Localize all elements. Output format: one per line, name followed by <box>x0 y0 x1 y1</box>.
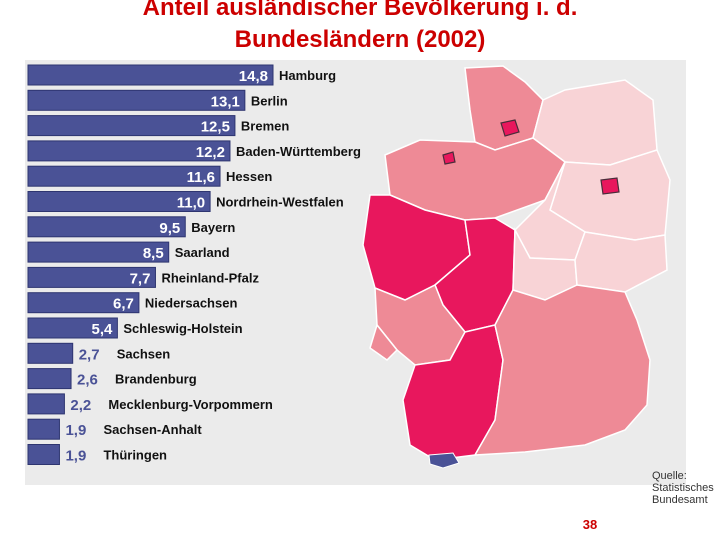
figure-panel: 14,8 Hamburg 13,1 Berlin 12,5 Bremen 12,2 Baden… <box>25 60 714 506</box>
category-label-11: Sachsen <box>117 346 171 361</box>
value-label-3: 12,2 <box>196 144 225 161</box>
value-label-11: 2,7 <box>79 346 100 363</box>
map-berlin <box>600 177 620 195</box>
category-label-10: Schleswig-Holstein <box>123 321 242 336</box>
bar-12 <box>27 368 72 390</box>
category-label-2: Bremen <box>241 119 289 134</box>
bar-5 <box>27 191 211 212</box>
value-label-13: 2,2 <box>70 397 91 414</box>
bar-11 <box>27 342 74 364</box>
category-label-9: Niedersachsen <box>145 296 238 311</box>
bar-chart-and-map: 14,8 Hamburg 13,1 Berlin 12,5 Bremen 12,2 Baden… <box>27 64 671 469</box>
category-label-13: Mecklenburg-Vorpommern <box>108 397 273 412</box>
value-label-8: 7,7 <box>130 270 151 287</box>
map-schleswig-holstein <box>464 65 544 151</box>
bar-3 <box>27 140 231 162</box>
source-line-1: Quelle: <box>652 470 687 482</box>
map-sachsen <box>574 231 668 293</box>
value-label-10: 5,4 <box>92 321 114 338</box>
bar-1 <box>27 89 246 111</box>
bar-0 <box>27 64 274 86</box>
value-label-6: 9,5 <box>159 220 180 237</box>
value-label-5: 11,0 <box>177 195 205 212</box>
source-note: Quelle: Statistisches Bundesamt <box>652 470 720 506</box>
bar-9 <box>27 292 140 314</box>
bar-6 <box>27 216 186 238</box>
bar-8 <box>27 266 156 288</box>
value-label-1: 13,1 <box>211 93 240 110</box>
germany-map <box>362 65 671 469</box>
value-label-14: 1,9 <box>65 422 86 439</box>
source-line-3: Bundesamt <box>652 494 708 506</box>
category-label-5: Nordrhein-Westfalen <box>216 195 344 210</box>
value-label-4: 11,6 <box>187 169 215 186</box>
map-saarland <box>369 323 399 361</box>
map-bodensee <box>428 452 460 469</box>
value-label-12: 2,6 <box>77 372 98 389</box>
value-label-7: 8,5 <box>143 245 164 262</box>
bar-2 <box>27 115 236 137</box>
map-bremen <box>442 151 456 165</box>
category-label-8: Rheinland-Pfalz <box>161 270 259 285</box>
value-label-2: 12,5 <box>201 119 230 136</box>
bar-4 <box>27 165 221 187</box>
title-line-1: Anteil ausländischer Bevölkerung i. d. <box>142 0 578 21</box>
category-label-3: Baden-Württemberg <box>236 144 361 159</box>
category-label-1: Berlin <box>251 93 288 108</box>
map-bayern <box>473 284 651 456</box>
bar-13 <box>27 393 65 415</box>
source-line-2: Statistisches <box>652 482 714 494</box>
category-label-14: Sachsen-Anhalt <box>103 422 202 437</box>
category-label-7: Saarland <box>175 245 230 260</box>
category-label-4: Hessen <box>226 169 272 184</box>
bar-14 <box>27 418 60 440</box>
bar-15 <box>27 444 60 465</box>
page-number: 38 <box>582 517 598 532</box>
category-label-15: Thüringen <box>103 448 167 463</box>
bar-7 <box>27 241 170 263</box>
title-line-2: Bundesländern (2002) <box>234 26 486 53</box>
category-label-0: Hamburg <box>279 68 336 83</box>
value-label-0: 14,8 <box>239 68 268 85</box>
slide-title: Anteil ausländischer Bevölkerung i. d. B… <box>0 0 720 56</box>
value-label-9: 6,7 <box>113 296 134 313</box>
bar-10 <box>27 317 118 339</box>
map-hamburg <box>500 119 520 137</box>
category-label-6: Bayern <box>191 220 235 235</box>
value-label-15: 1,9 <box>65 448 86 465</box>
category-label-12: Brandenburg <box>115 372 197 387</box>
bar-series: 14,8 Hamburg 13,1 Berlin 12,5 Bremen 12,2 Baden… <box>27 64 361 465</box>
